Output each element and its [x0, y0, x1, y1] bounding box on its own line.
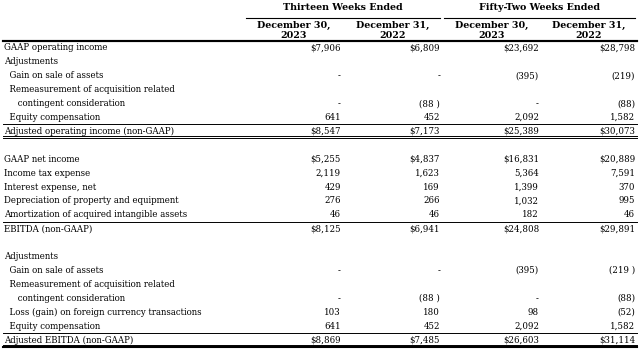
Text: Depreciation of property and equipment: Depreciation of property and equipment: [4, 196, 179, 206]
Text: Loss (gain) on foreign currency transactions: Loss (gain) on foreign currency transact…: [4, 308, 202, 317]
Text: $7,173: $7,173: [410, 127, 440, 136]
Text: Equity compensation: Equity compensation: [4, 113, 100, 122]
Text: 7,591: 7,591: [610, 169, 635, 178]
Text: $31,114: $31,114: [599, 335, 635, 344]
Text: 995: 995: [618, 196, 635, 206]
Text: Adjustments: Adjustments: [4, 57, 58, 66]
Text: $8,125: $8,125: [310, 224, 341, 233]
Text: $23,692: $23,692: [503, 44, 539, 52]
Text: -: -: [338, 71, 341, 80]
Text: December 30,
2023: December 30, 2023: [455, 21, 528, 40]
Text: contingent consideration: contingent consideration: [4, 99, 125, 108]
Text: $7,906: $7,906: [310, 44, 341, 52]
Text: 5,364: 5,364: [515, 169, 539, 178]
Text: Income tax expense: Income tax expense: [4, 169, 90, 178]
Text: $5,255: $5,255: [310, 155, 341, 164]
Text: $16,831: $16,831: [503, 155, 539, 164]
Text: 180: 180: [423, 308, 440, 317]
Text: 46: 46: [330, 210, 341, 220]
Text: -: -: [536, 99, 539, 108]
Text: Thirteen Weeks Ended: Thirteen Weeks Ended: [283, 3, 403, 12]
Text: $8,869: $8,869: [310, 335, 341, 344]
Text: 2,092: 2,092: [514, 113, 539, 122]
Text: -: -: [338, 294, 341, 303]
Text: Remeasurement of acquisition related: Remeasurement of acquisition related: [4, 85, 175, 94]
Text: Gain on sale of assets: Gain on sale of assets: [4, 71, 104, 80]
Text: (52): (52): [617, 308, 635, 317]
Text: 1,623: 1,623: [415, 169, 440, 178]
Text: $25,389: $25,389: [503, 127, 539, 136]
Text: 2,119: 2,119: [316, 169, 341, 178]
Text: Equity compensation: Equity compensation: [4, 322, 100, 331]
Text: GAAP operating income: GAAP operating income: [4, 44, 108, 52]
Text: (219 ): (219 ): [609, 266, 635, 275]
Text: $8,547: $8,547: [310, 127, 341, 136]
Text: Remeasurement of acquisition related: Remeasurement of acquisition related: [4, 280, 175, 289]
Text: $6,941: $6,941: [410, 224, 440, 233]
Text: 276: 276: [324, 196, 341, 206]
Text: $30,073: $30,073: [599, 127, 635, 136]
Text: 641: 641: [324, 113, 341, 122]
Text: 1,582: 1,582: [610, 113, 635, 122]
Text: 182: 182: [522, 210, 539, 220]
Text: $6,809: $6,809: [410, 44, 440, 52]
Text: December 30,
2023: December 30, 2023: [257, 21, 330, 40]
Text: -: -: [437, 71, 440, 80]
Text: Adjustments: Adjustments: [4, 252, 58, 261]
Text: EBITDA (non-GAAP): EBITDA (non-GAAP): [4, 224, 92, 233]
Text: 46: 46: [429, 210, 440, 220]
Text: $26,603: $26,603: [503, 335, 539, 344]
Text: (395): (395): [516, 71, 539, 80]
Text: $20,889: $20,889: [599, 155, 635, 164]
Text: GAAP net income: GAAP net income: [4, 155, 79, 164]
Text: December 31,
2022: December 31, 2022: [356, 21, 429, 40]
Text: $4,837: $4,837: [410, 155, 440, 164]
Text: Adjusted operating income (non-GAAP): Adjusted operating income (non-GAAP): [4, 127, 174, 136]
Text: -: -: [338, 99, 341, 108]
Text: 1,032: 1,032: [514, 196, 539, 206]
Text: 46: 46: [624, 210, 635, 220]
Text: (88): (88): [617, 99, 635, 108]
Text: 641: 641: [324, 322, 341, 331]
Text: -: -: [536, 294, 539, 303]
Text: 1,582: 1,582: [610, 322, 635, 331]
Text: 429: 429: [324, 183, 341, 192]
Text: (88 ): (88 ): [419, 294, 440, 303]
Text: $29,891: $29,891: [599, 224, 635, 233]
Text: $7,485: $7,485: [410, 335, 440, 344]
Text: Gain on sale of assets: Gain on sale of assets: [4, 266, 104, 275]
Text: 2,092: 2,092: [514, 322, 539, 331]
Text: $28,798: $28,798: [599, 44, 635, 52]
Text: (219): (219): [611, 71, 635, 80]
Text: (88 ): (88 ): [419, 99, 440, 108]
Text: Fifty-Two Weeks Ended: Fifty-Two Weeks Ended: [479, 3, 600, 12]
Text: (395): (395): [516, 266, 539, 275]
Text: Amortization of acquired intangible assets: Amortization of acquired intangible asse…: [4, 210, 188, 220]
Text: 452: 452: [424, 113, 440, 122]
Text: -: -: [437, 266, 440, 275]
Text: contingent consideration: contingent consideration: [4, 294, 125, 303]
Text: 266: 266: [424, 196, 440, 206]
Text: -: -: [338, 266, 341, 275]
Text: 370: 370: [618, 183, 635, 192]
Text: $24,808: $24,808: [503, 224, 539, 233]
Text: December 31,
2022: December 31, 2022: [552, 21, 626, 40]
Text: 1,399: 1,399: [514, 183, 539, 192]
Text: 98: 98: [528, 308, 539, 317]
Text: 452: 452: [424, 322, 440, 331]
Text: Interest expense, net: Interest expense, net: [4, 183, 96, 192]
Text: Adjusted EBITDA (non-GAAP): Adjusted EBITDA (non-GAAP): [4, 335, 133, 344]
Text: 103: 103: [324, 308, 341, 317]
Text: 169: 169: [424, 183, 440, 192]
Text: (88): (88): [617, 294, 635, 303]
